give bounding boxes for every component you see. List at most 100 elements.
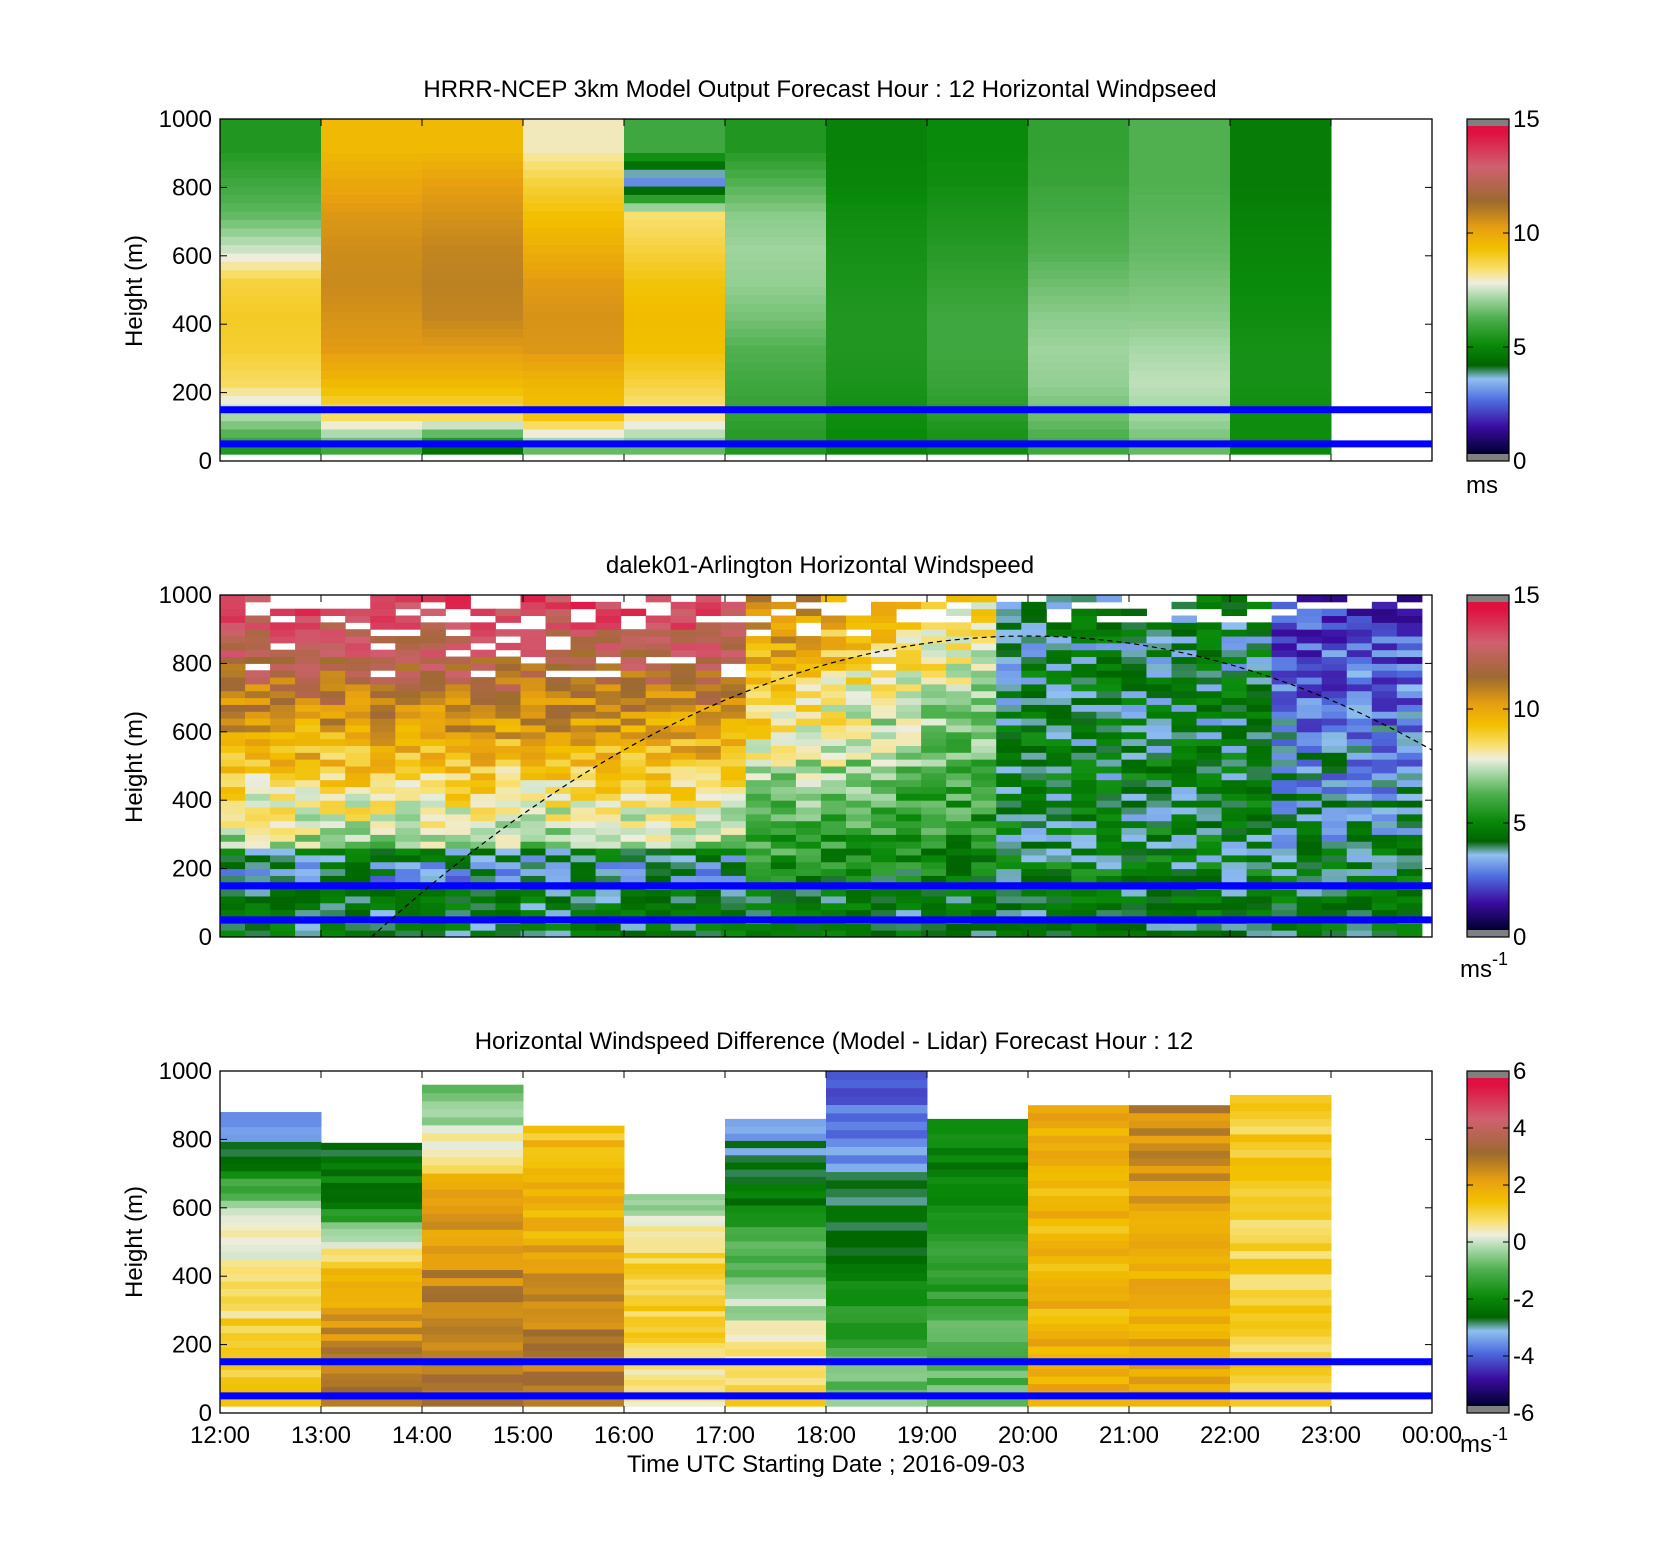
heatmap-cell [345, 608, 371, 617]
heatmap-cell [520, 889, 547, 897]
heatmap-cell [1171, 690, 1198, 699]
heatmap-cell [820, 656, 847, 664]
y-tick-label: 0 [199, 1400, 212, 1427]
heatmap-cell [921, 697, 947, 705]
x-tick-label: 00:00 [1402, 1422, 1462, 1449]
heatmap-cell [1071, 854, 1097, 863]
heatmap-cell [896, 868, 922, 876]
heatmap-cell [345, 854, 371, 863]
heatmap-cell [1129, 1368, 1231, 1377]
heatmap-cell [845, 636, 872, 644]
heatmap-cell [320, 704, 346, 712]
heatmap-cell [1230, 1110, 1332, 1119]
heatmap-cell [971, 875, 997, 883]
heatmap-cell [320, 807, 346, 815]
heatmap-cell [820, 731, 847, 740]
heatmap-cell [220, 909, 246, 917]
heatmap-cell [295, 827, 321, 835]
heatmap-cell [1221, 813, 1248, 822]
heatmap-cell [720, 759, 747, 767]
heatmap-cell [1321, 759, 1348, 767]
heatmap-cell [295, 800, 321, 808]
heatmap-cell [1230, 152, 1332, 162]
heatmap-cell [1346, 629, 1373, 637]
heatmap-cell [1396, 930, 1423, 938]
heatmap-cell [295, 731, 321, 740]
heatmap-cell [1096, 745, 1122, 753]
heatmap-cell [624, 378, 726, 388]
heatmap-cell [946, 793, 972, 801]
heatmap-cell [422, 236, 524, 246]
heatmap-cell [345, 923, 371, 931]
heatmap-cell [370, 649, 396, 658]
heatmap-cell [445, 895, 471, 904]
heatmap-cell [624, 1294, 726, 1301]
heatmap-cell [270, 772, 296, 781]
heatmap-cell [826, 311, 928, 321]
heatmap-cell [845, 670, 872, 678]
heatmap-cell [1346, 800, 1373, 808]
heatmap-cell [971, 745, 997, 753]
heatmap-cell [725, 311, 827, 321]
heatmap-cell [1129, 1248, 1231, 1257]
heatmap-cell [1296, 663, 1323, 671]
heatmap-cell [795, 649, 822, 658]
heatmap-cell [1296, 595, 1323, 603]
heatmap-cell [495, 704, 521, 712]
heatmap-cell [1221, 704, 1248, 712]
heatmap-cell [520, 731, 547, 740]
heatmap-cell [725, 412, 827, 422]
heatmap-cell [545, 779, 572, 788]
heatmap-cell [523, 387, 625, 397]
heatmap-cell [1146, 642, 1173, 651]
heatmap-cell [927, 1269, 1029, 1278]
heatmap-cell [620, 875, 647, 883]
heatmap-cell [1021, 875, 1047, 883]
heatmap-cell [1221, 923, 1248, 931]
panel-lidar-x-ticks [219, 595, 1433, 937]
heatmap-cell [470, 656, 496, 664]
heatmap-cell [670, 704, 697, 712]
heatmap-cell [770, 786, 797, 794]
heatmap-cell [1171, 656, 1198, 664]
heatmap-cell [1346, 793, 1373, 801]
heatmap-cell [1296, 656, 1323, 664]
heatmap-cell [670, 868, 697, 876]
heatmap-cell [820, 670, 847, 678]
heatmap-cell [321, 1379, 423, 1387]
heatmap-cell [220, 269, 322, 279]
heatmap-cell [270, 834, 296, 842]
heatmap-cell [1296, 683, 1323, 692]
heatmap-cell [725, 227, 827, 237]
heatmap-cell [871, 807, 897, 815]
heatmap-cell [745, 663, 772, 671]
heatmap-cell [321, 1248, 423, 1256]
heatmap-cell [1171, 759, 1198, 767]
heatmap-cell [725, 395, 827, 405]
heatmap-cell [245, 834, 271, 842]
heatmap-cell [445, 656, 471, 664]
heatmap-cell [1028, 152, 1130, 162]
heatmap-cell [270, 875, 296, 883]
heatmap-cell [927, 1190, 1029, 1199]
heatmap-cell [495, 889, 521, 897]
heatmap-cell [1129, 253, 1231, 262]
heatmap-cell [670, 677, 697, 685]
heatmap-cell [420, 861, 446, 870]
heatmap-cell [624, 269, 726, 279]
heatmap-cell [1196, 875, 1223, 883]
heatmap-cell [1321, 731, 1348, 740]
heatmap-cell [1096, 690, 1122, 699]
y-tick-label: 1000 [159, 582, 212, 609]
heatmap-cell [422, 387, 524, 397]
heatmap-cell [820, 841, 847, 849]
heatmap-cell [826, 135, 928, 145]
heatmap-cell [1296, 848, 1323, 856]
heatmap-cell [1371, 601, 1398, 610]
heatmap-cell [695, 718, 722, 726]
heatmap-cell [445, 670, 471, 678]
heatmap-cell [826, 127, 928, 137]
heatmap-cell [896, 861, 922, 870]
heatmap-cell [921, 930, 947, 938]
heatmap-cell [1071, 731, 1097, 740]
